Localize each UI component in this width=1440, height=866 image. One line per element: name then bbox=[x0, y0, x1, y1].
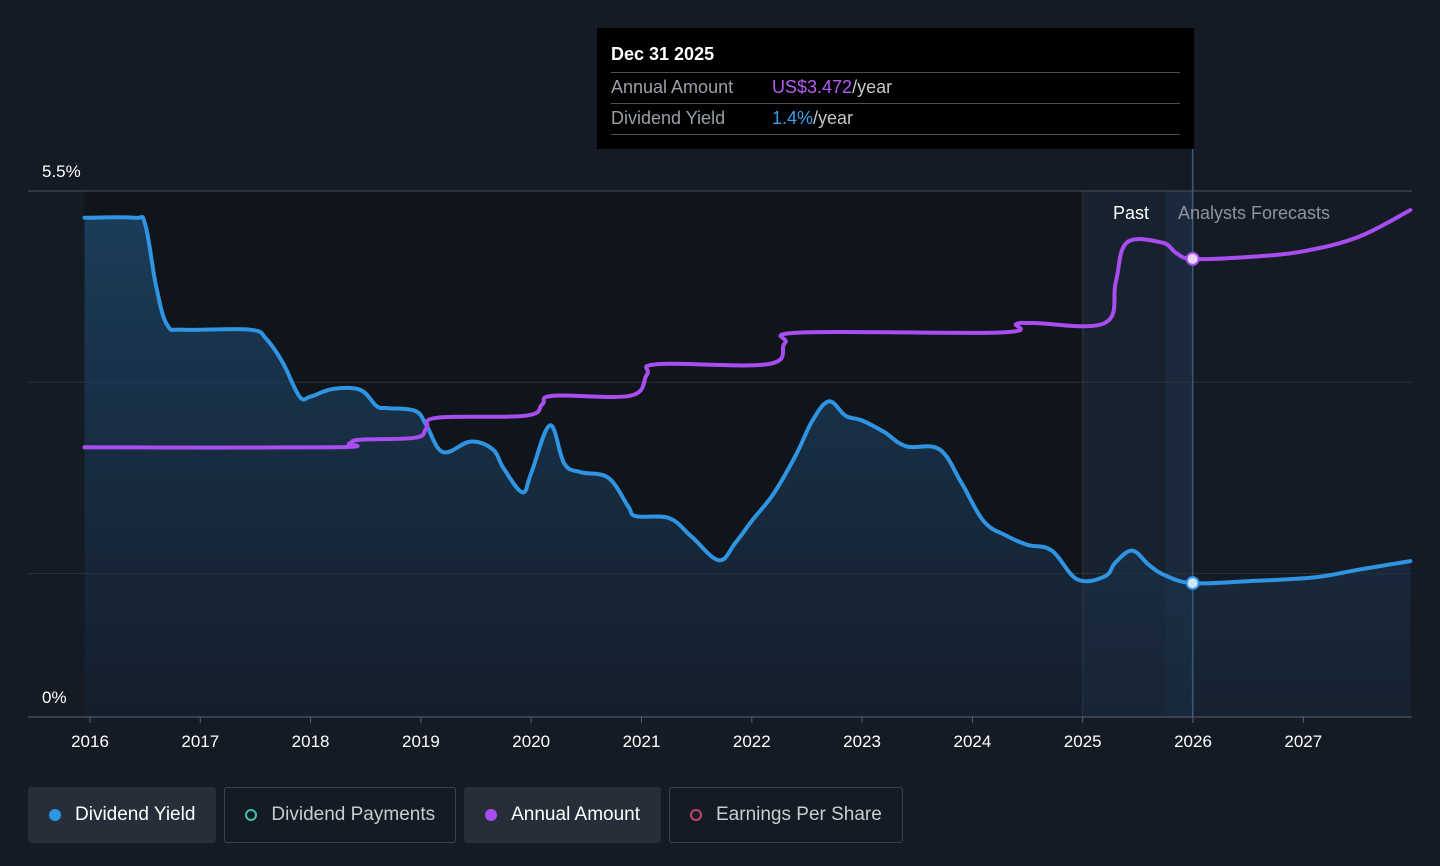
tooltip-dividend-yield-label: Dividend Yield bbox=[611, 108, 726, 128]
x-tick-label: 2022 bbox=[733, 732, 771, 751]
annual-amount-dot-icon bbox=[485, 809, 498, 821]
tooltip-annual-amount-value: US$3.472 bbox=[772, 77, 853, 97]
tooltip-annual-amount-row: Annual Amount US$3.472/year bbox=[611, 73, 1180, 104]
tooltip: Dec 31 2025 Annual Amount US$3.472/year D… bbox=[597, 28, 1194, 149]
legend-dividend-payments-label: Dividend Payments bbox=[271, 804, 436, 825]
legend-dividend-yield-button[interactable]: Dividend Yield bbox=[28, 787, 217, 843]
dividend-yield-area bbox=[84, 216, 1411, 717]
x-tick-label: 2021 bbox=[623, 732, 661, 751]
dividend-yield-marker bbox=[1185, 576, 1200, 591]
legend-annual-amount-button[interactable]: Annual Amount bbox=[464, 787, 661, 843]
dividend-yield-dot-icon bbox=[49, 809, 61, 821]
legend-earnings-per-share-button[interactable]: Earnings Per Share bbox=[669, 787, 903, 843]
past-label: Past bbox=[1113, 203, 1149, 223]
tooltip-date: Dec 31 2025 bbox=[611, 42, 1180, 73]
x-tick-label: 2025 bbox=[1064, 732, 1102, 751]
x-tick-label: 2027 bbox=[1284, 732, 1322, 751]
annual-amount-marker bbox=[1185, 251, 1200, 266]
annual-amount-line bbox=[82, 208, 1413, 450]
x-tick-label: 2019 bbox=[402, 732, 440, 751]
tooltip-dividend-yield-row: Dividend Yield 1.4%/year bbox=[611, 104, 1180, 135]
forecast-label: Analysts Forecasts bbox=[1178, 203, 1330, 223]
x-tick-label: 2023 bbox=[843, 732, 881, 751]
tooltip-dividend-yield-unit: /year bbox=[813, 108, 854, 128]
y-max-label: 5.5% bbox=[42, 162, 81, 181]
x-tick-label: 2018 bbox=[292, 732, 330, 751]
x-axis-ticks: 2016 2017 2018 2019 2020 2021 2022 2023 2024 2025… bbox=[71, 717, 1322, 751]
x-tick-label: 2026 bbox=[1174, 732, 1212, 751]
y-min-label: 0% bbox=[42, 688, 67, 707]
tooltip-annual-amount-unit: /year bbox=[852, 77, 893, 97]
tooltip-annual-amount-label: Annual Amount bbox=[611, 77, 734, 97]
legend-annual-amount-label: Annual Amount bbox=[511, 804, 640, 825]
x-tick-label: 2017 bbox=[181, 732, 219, 751]
dividend-payments-ring-icon bbox=[245, 809, 258, 821]
x-tick-label: 2024 bbox=[953, 732, 991, 751]
x-tick-label: 2020 bbox=[512, 732, 550, 751]
dividend-yield-line bbox=[82, 214, 1413, 586]
legend-earnings-per-share-label: Earnings Per Share bbox=[716, 804, 882, 825]
legend-dividend-payments-button[interactable]: Dividend Payments bbox=[224, 787, 457, 843]
legend-dividend-yield-label: Dividend Yield bbox=[75, 804, 196, 825]
x-tick-label: 2016 bbox=[71, 732, 109, 751]
legend: Dividend Yield Dividend Payments Annual … bbox=[28, 787, 903, 843]
earnings-per-share-ring-icon bbox=[690, 809, 702, 821]
tooltip-dividend-yield-value: 1.4% bbox=[772, 108, 814, 128]
